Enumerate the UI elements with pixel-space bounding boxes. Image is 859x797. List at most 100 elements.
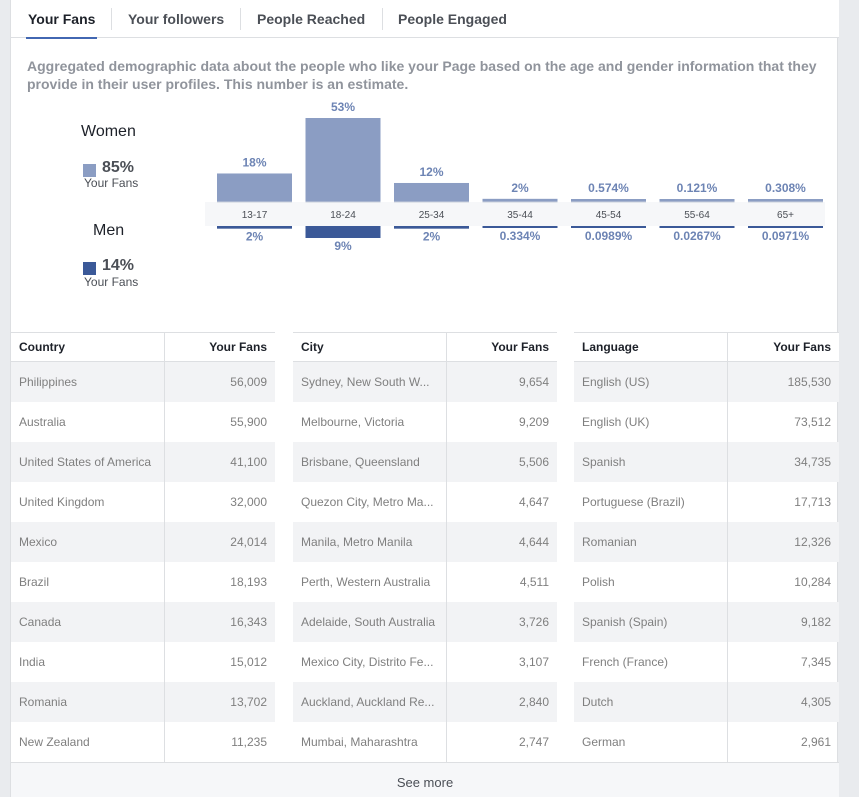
- fans-card: Your Fans Your followers People Reached …: [10, 0, 839, 797]
- country-name: India: [19, 655, 46, 669]
- table-row: French (France) 7,345: [574, 642, 839, 682]
- table-row: Spanish 34,735: [574, 442, 839, 482]
- your-fans-header[interactable]: Your Fans: [491, 340, 549, 354]
- bar-women-18-24: [305, 118, 381, 202]
- age-label-18-24: 18-24: [330, 210, 356, 221]
- fans-count: 10,284: [794, 575, 831, 589]
- fans-count: 9,182: [800, 615, 831, 629]
- table-row: United Kingdom 32,000: [11, 482, 275, 522]
- bar-women-55-64: [659, 199, 735, 202]
- language-name: Romanian: [582, 535, 637, 549]
- bar-men-35-44: [482, 226, 558, 228]
- language-table: Language Your Fans English (US) 185,530 Engl…: [574, 332, 839, 762]
- city-name: Sydney, New South W...: [301, 375, 430, 389]
- language-name: English (UK): [582, 415, 650, 429]
- fans-count: 18,193: [230, 575, 267, 589]
- fans-count: 4,511: [519, 575, 549, 589]
- legend-women-title: Women: [81, 123, 136, 140]
- fans-count: 2,840: [518, 695, 549, 709]
- table-row: Perth, Western Australia 4,511: [293, 562, 557, 602]
- country-name: Mexico: [19, 535, 58, 549]
- country-name: Philippines: [19, 375, 78, 389]
- fans-count: 16,343: [230, 615, 267, 629]
- label-women-35-44: 2%: [511, 181, 529, 195]
- table-row: Romania 13,702: [11, 682, 275, 722]
- column-divider: [446, 332, 447, 762]
- language-name: Portuguese (Brazil): [582, 495, 685, 509]
- tab-your-followers[interactable]: Your followers: [128, 11, 225, 27]
- age-label-45-54: 45-54: [596, 210, 622, 221]
- table-row: Mumbai, Maharashtra 2,747: [293, 722, 557, 762]
- tab-separator: [111, 8, 112, 30]
- language-name: Spanish: [582, 455, 626, 469]
- label-women-18-24: 53%: [331, 100, 355, 114]
- table-row: German 2,961: [574, 722, 839, 762]
- tab-people-reached[interactable]: People Reached: [257, 11, 366, 27]
- language-header[interactable]: Language: [582, 340, 639, 354]
- bar-men-55-64: [659, 226, 735, 228]
- fans-count: 3,726: [518, 615, 549, 629]
- bar-men-65+: [748, 226, 823, 228]
- legend-men-title: Men: [93, 222, 125, 239]
- table-row: Mexico City, Distrito Fe... 3,107: [293, 642, 557, 682]
- table-row: English (US) 185,530: [574, 362, 839, 402]
- fans-count: 9,654: [518, 375, 549, 389]
- country-header[interactable]: Country: [19, 340, 65, 354]
- see-more-link[interactable]: See more: [11, 762, 839, 797]
- language-name: French (France): [582, 655, 669, 669]
- table-row: New Zealand 11,235: [11, 722, 275, 762]
- table-row: Melbourne, Victoria 9,209: [293, 402, 557, 442]
- tab-your-fans[interactable]: Your Fans: [25, 0, 98, 39]
- city-name: Mumbai, Maharashtra: [301, 735, 418, 749]
- language-name: German: [582, 735, 626, 749]
- label-women-55-64: 0.121%: [677, 181, 718, 195]
- age-gender-chart: 18% 2% 13-17 53% 9% 18-24 12% 2% 25-34 2% 0.334% 35…: [205, 100, 825, 253]
- label-women-45-54: 0.574%: [588, 181, 629, 195]
- fans-count: 41,100: [230, 455, 267, 469]
- table-row: Philippines 56,009: [11, 362, 275, 402]
- label-men-25-34: 2%: [423, 230, 441, 244]
- bar-women-65+: [748, 199, 823, 202]
- tab-separator: [240, 8, 241, 30]
- table-row: Brisbane, Queensland 5,506: [293, 442, 557, 482]
- legend-men-sub: Your Fans: [84, 275, 139, 289]
- city-name: Quezon City, Metro Ma...: [301, 495, 434, 509]
- tab-people-engaged[interactable]: People Engaged: [398, 11, 507, 27]
- label-men-65+: 0.0971%: [762, 229, 810, 243]
- table-row: Canada 16,343: [11, 602, 275, 642]
- language-name: English (US): [582, 375, 650, 389]
- tab-separator: [382, 8, 383, 30]
- bar-women-45-54: [571, 199, 646, 202]
- age-label-35-44: 35-44: [507, 210, 533, 221]
- your-fans-header[interactable]: Your Fans: [209, 340, 267, 354]
- table-row: Adelaide, South Australia 3,726: [293, 602, 557, 642]
- fans-count: 32,000: [230, 495, 267, 509]
- table-row: Quezon City, Metro Ma... 4,647: [293, 482, 557, 522]
- fans-count: 185,530: [787, 375, 831, 389]
- tab-bar: Your Fans Your followers People Reached …: [11, 0, 839, 39]
- table-row: Manila, Metro Manila 4,644: [293, 522, 557, 562]
- city-name: Adelaide, South Australia: [301, 615, 436, 629]
- bar-women-35-44: [482, 198, 558, 202]
- your-fans-header[interactable]: Your Fans: [773, 340, 831, 354]
- language-name: Dutch: [582, 695, 614, 709]
- city-name: Manila, Metro Manila: [301, 535, 413, 549]
- label-men-18-24: 9%: [334, 239, 352, 253]
- fans-count: 15,012: [230, 655, 267, 669]
- fans-count: 55,900: [230, 415, 267, 429]
- age-label-55-64: 55-64: [684, 210, 710, 221]
- fans-count: 12,326: [794, 535, 831, 549]
- city-name: Perth, Western Australia: [301, 575, 431, 589]
- table-row: Dutch 4,305: [574, 682, 839, 722]
- label-women-65+: 0.308%: [765, 181, 806, 195]
- table-row: Polish 10,284: [574, 562, 839, 602]
- bar-women-13-17: [217, 173, 292, 202]
- city-header[interactable]: City: [301, 340, 324, 354]
- label-men-13-17: 2%: [246, 230, 264, 244]
- fans-count: 34,735: [794, 455, 831, 469]
- city-name: Melbourne, Victoria: [301, 415, 405, 429]
- country-name: United Kingdom: [19, 495, 105, 509]
- table-row: Auckland, Auckland Re... 2,840: [293, 682, 557, 722]
- table-row: Romanian 12,326: [574, 522, 839, 562]
- fans-count: 4,644: [518, 535, 549, 549]
